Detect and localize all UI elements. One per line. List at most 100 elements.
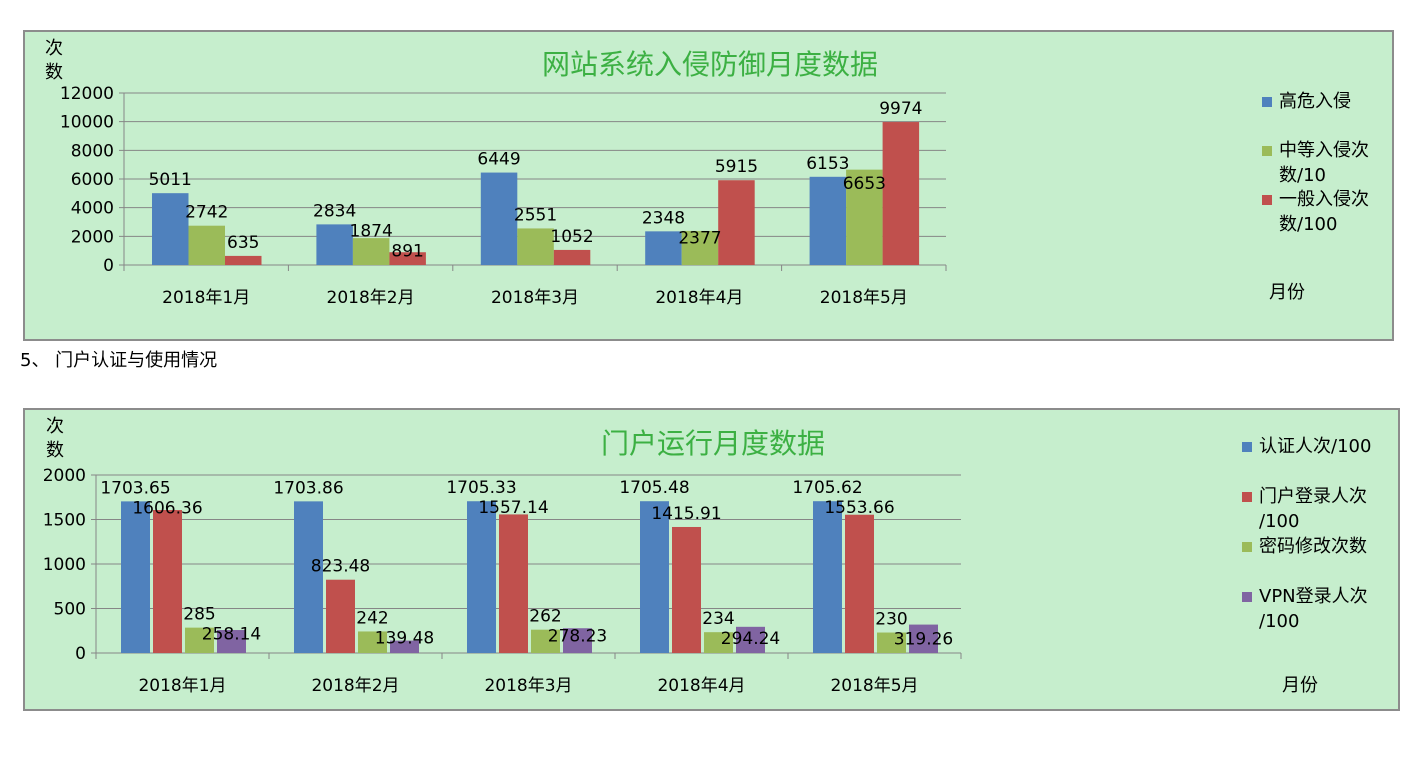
bar-2 [352,238,390,265]
bar-3 [225,255,262,265]
bar-2 [499,514,528,653]
data-label: 6449 [477,150,520,170]
x-tick-label: 2018年5月 [830,676,918,696]
data-label: 1874 [350,221,393,241]
legend-label: 中等入侵次 [1279,140,1369,161]
data-label: 1705.62 [792,478,862,498]
legend-swatch [1242,542,1252,552]
bar-3 [882,122,920,265]
bar-4 [217,630,246,653]
data-label: 1415.91 [651,504,721,524]
bar-1 [152,193,189,265]
legend-swatch [1242,592,1252,602]
bar-2 [681,230,719,265]
bar-2 [846,169,883,265]
x-tick-label: 2018年5月 [820,288,908,308]
bar-3 [718,180,755,265]
bar-1 [813,501,842,653]
data-label: 1557.14 [478,498,548,518]
data-label: 258.14 [202,625,261,645]
bar-1 [640,501,669,653]
data-label: 139.48 [375,628,434,648]
bar-2 [153,510,182,653]
y-axis-label-1: 次 [46,416,64,437]
legend-label: 密码修改次数 [1259,536,1367,557]
bar-2 [517,228,554,265]
x-tick-label: 2018年2月 [327,288,415,308]
legend-label: 高危入侵 [1279,91,1351,112]
legend-swatch [1262,97,1272,107]
chart-title: 门户运行月度数据 [601,427,825,460]
legend-swatch [1262,146,1272,156]
bar-3 [389,252,426,265]
data-label: 9974 [879,99,922,119]
legend-label: 门户登录人次 [1259,486,1367,507]
legend-swatch [1242,442,1252,452]
data-label: 2834 [313,201,356,221]
legend-swatch [1262,195,1272,205]
bar-1 [809,176,847,265]
data-label: 2742 [185,203,228,223]
y-tick-label: 12000 [60,84,114,104]
legend-swatch [1242,492,1252,502]
data-label: 891 [391,241,423,261]
legend-label: 一般入侵次 [1279,189,1369,210]
bar-1 [467,501,496,653]
y-tick-label: 2000 [43,466,86,486]
bar-3 [704,632,733,653]
chart-title: 网站系统入侵防御月度数据 [542,48,878,81]
y-tick-label: 4000 [71,199,114,219]
bar-1 [121,501,150,653]
intrusion-chart: 网站系统入侵防御月度数据 次数月份 0 2000 4000 6000 8000 10000 12… [23,30,1394,341]
data-label: 1606.36 [132,498,202,518]
bar-4 [909,624,938,653]
x-tick-label: 2018年3月 [484,676,572,696]
legend-label: /100 [1259,611,1299,632]
y-tick-label: 0 [103,256,114,276]
bar-4 [390,640,419,653]
y-tick-label: 8000 [71,141,114,161]
legend-label: /100 [1259,511,1299,532]
data-label: 1705.33 [446,478,516,498]
legend-label: 数/100 [1279,214,1337,235]
data-label: 294.24 [721,629,780,649]
bar-2 [845,514,874,653]
data-label: 635 [227,233,259,253]
bar-1 [316,224,353,265]
bar-1 [645,231,682,265]
bar-3 [531,629,560,653]
data-label: 1705.48 [619,478,689,498]
x-tick-label: 2018年1月 [162,288,250,308]
data-label: 6653 [843,174,886,194]
data-label: 230 [875,610,907,630]
bar-3 [877,632,906,653]
x-axis-label: 月份 [1269,282,1305,303]
legend-label: 数/10 [1279,165,1326,186]
data-label: 1703.86 [273,478,343,498]
y-axis-label-2: 数 [46,440,64,461]
bar-1 [480,172,518,265]
x-tick-label: 2018年3月 [491,288,579,308]
x-tick-label: 2018年1月 [138,676,226,696]
data-label: 278.23 [548,627,607,647]
portal-chart: 门户运行月度数据 次数月份 0 500 1000 1500 2000 2018年1月 1703.… [23,408,1400,711]
y-tick-label: 500 [54,600,86,620]
data-label: 285 [183,605,215,625]
bar-3 [553,249,591,265]
x-axis-label: 月份 [1282,675,1318,696]
bar-4 [563,628,592,653]
y-tick-label: 2000 [71,227,114,247]
bar-4 [736,626,765,653]
bar-2 [188,225,225,265]
data-label: 234 [702,609,734,629]
y-tick-label: 0 [75,644,86,664]
y-tick-label: 10000 [60,113,114,133]
legend-label: VPN登录人次 [1259,586,1368,607]
data-label: 262 [529,607,561,627]
data-label: 242 [356,608,388,628]
y-axis-label-2: 数 [45,62,63,83]
data-label: 1052 [550,227,593,247]
bar-2 [326,579,355,653]
section-heading: 5、 门户认证与使用情况 [20,350,218,371]
y-axis-label-1: 次 [45,38,63,59]
